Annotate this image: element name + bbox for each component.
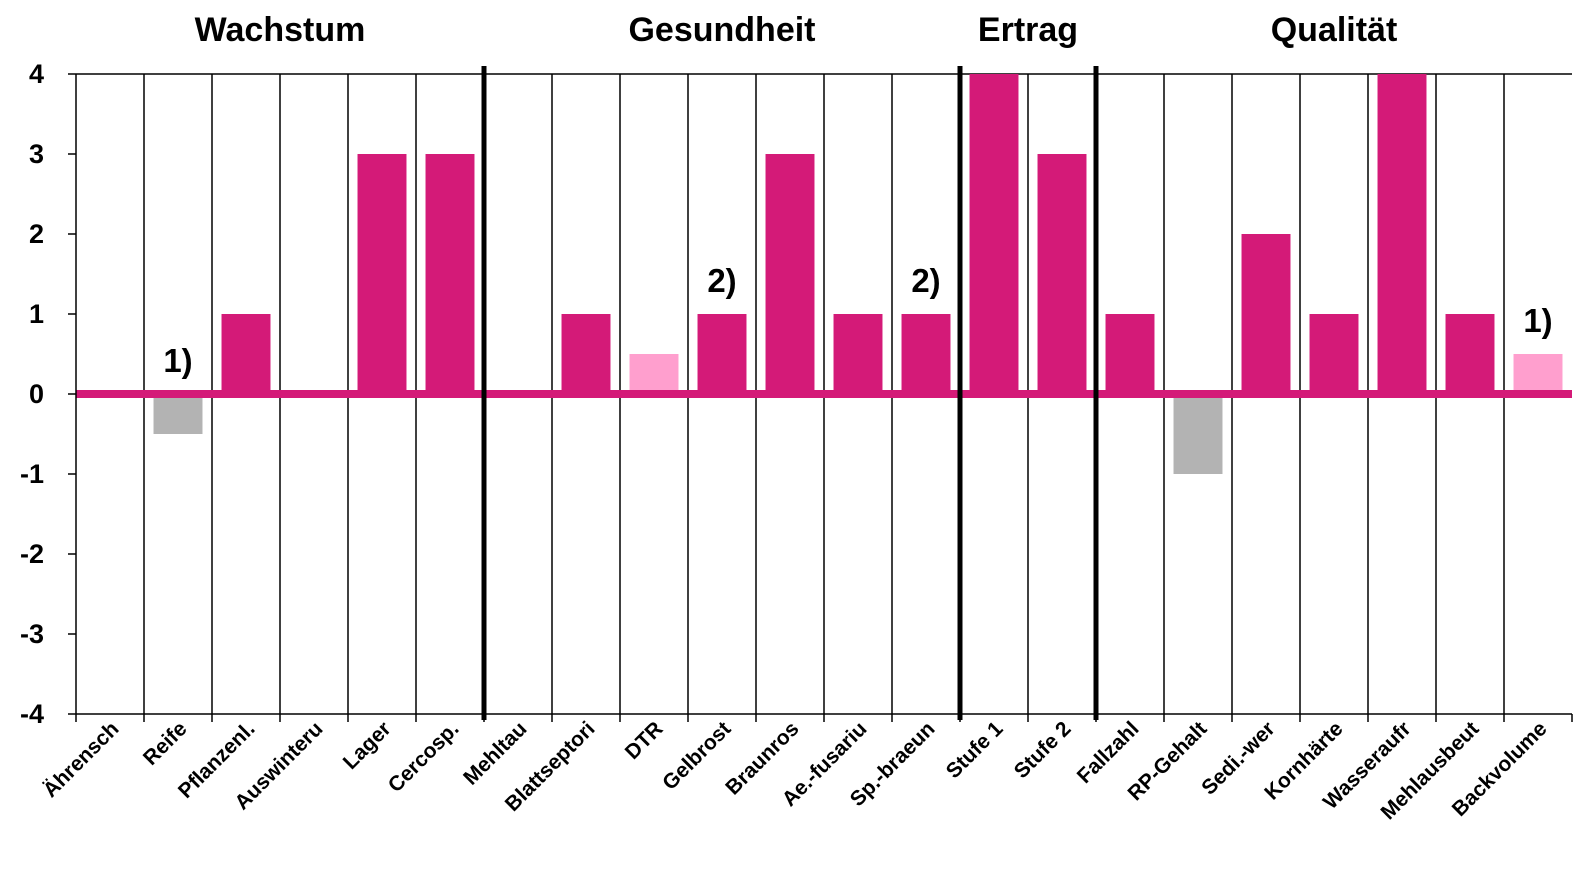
y-tick-label: 4 — [29, 59, 44, 89]
y-tick-label: 3 — [29, 139, 44, 169]
y-tick-layer: 4 3 2 1 0 -1 -2 -3 -4 — [20, 59, 76, 729]
bar-21 — [1513, 354, 1563, 394]
x-tick-label: Stufe 2 — [1010, 717, 1076, 783]
bar-13 — [969, 74, 1019, 394]
divider-layer — [481, 66, 1099, 720]
group-title: Gesundheit — [628, 11, 815, 49]
group-title-layer: Wachstum Gesundheit Ertrag Qualität — [195, 11, 1398, 49]
bar-16 — [1173, 394, 1223, 474]
x-tick-label: Stufe 1 — [942, 717, 1008, 783]
bar-11 — [833, 314, 883, 394]
y-tick-label: 0 — [29, 379, 44, 409]
bar-4 — [357, 154, 407, 394]
y-tick-label: -4 — [20, 699, 44, 729]
annotation-label: 1) — [1523, 302, 1552, 339]
bar-9 — [697, 314, 747, 394]
y-tick-label: -2 — [20, 539, 44, 569]
bar-14 — [1037, 154, 1087, 394]
bar-2 — [221, 314, 271, 394]
bar-17 — [1241, 234, 1291, 394]
bar-10 — [765, 154, 815, 394]
annotation-label: 1) — [163, 342, 192, 379]
bar-8 — [629, 354, 679, 394]
x-tick-label: Fallzahl — [1073, 717, 1144, 788]
group-title: Wachstum — [195, 11, 366, 49]
annotation-label: 2) — [707, 262, 736, 299]
bar-layer — [76, 74, 1572, 474]
x-tick-label: Ährensch — [39, 717, 124, 802]
annotation-layer: 1) 2) 2) 1) — [163, 262, 1552, 379]
y-tick-label: -3 — [20, 619, 44, 649]
x-tick-label: Cercosp. — [384, 717, 464, 797]
bar-5 — [425, 154, 475, 394]
y-tick-label: -1 — [20, 459, 44, 489]
group-title: Ertrag — [978, 11, 1078, 49]
bar-15 — [1105, 314, 1155, 394]
bar-12 — [901, 314, 951, 394]
bar-20 — [1445, 314, 1495, 394]
x-tick-label: Lager — [339, 717, 396, 774]
annotation-label: 2) — [911, 262, 940, 299]
x-tick-label: Reife — [139, 717, 192, 770]
bar-19 — [1377, 74, 1427, 394]
group-title: Qualität — [1271, 11, 1398, 49]
x-tick-label: DTR — [621, 717, 668, 764]
bar-18 — [1309, 314, 1359, 394]
bar-1 — [153, 394, 203, 434]
bar-7 — [561, 314, 611, 394]
y-tick-label: 2 — [29, 219, 44, 249]
y-tick-label: 1 — [29, 299, 44, 329]
